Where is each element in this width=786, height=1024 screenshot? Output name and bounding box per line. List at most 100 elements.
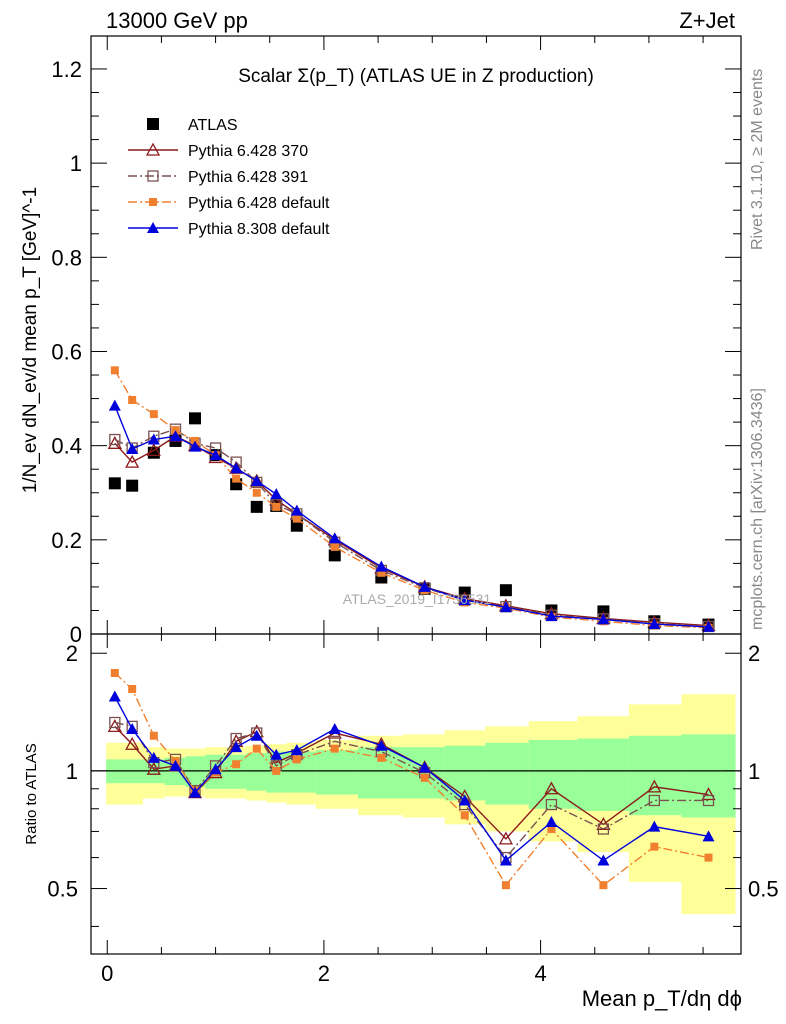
green-band-bin [528,739,578,809]
ratio-point-pythia-6-428-default [128,685,137,694]
ratio-point-pythia-6-428-391 [545,798,558,811]
ratio-point-pythia-6-428-370 [125,736,140,750]
data-point-pythia-6-428-default [128,395,137,404]
legend-label-pythia-8-308-default: Pythia 8.308 default [188,221,330,238]
green-band-bin [485,742,529,805]
ratio-point-pythia-6-428-default [599,881,608,890]
y-tick-label: 0 [70,622,82,647]
ratio-point-pythia-6-428-370 [647,779,662,793]
ratio-point-pythia-8-308-default [230,741,243,753]
data-point-pythia-8-308-default [597,613,610,625]
data-point-atlas [126,479,139,492]
ratio-y-label: Ratio to ATLAS [23,743,40,844]
ratio-point-pythia-8-308-default [458,794,471,806]
legend-label-pythia-6-428-default: Pythia 6.428 default [188,195,330,212]
ratio-frame [90,633,742,955]
ratio-point-pythia-8-308-default [126,722,139,734]
ratio-point-pythia-8-308-default [250,729,263,741]
ratio-tick-label-right: 2 [748,641,760,666]
data-point-pythia-8-308-default [328,532,341,544]
ratio-tick-label-right: 0.5 [748,877,779,902]
legend-label-pythia-6-428-370: Pythia 6.428 370 [188,143,308,160]
data-point-pythia-8-308-default [545,610,558,622]
data-point-pythia-8-308-default [147,433,160,445]
data-point-atlas [290,519,303,532]
data-point-pythia-6-428-default [171,426,180,435]
green-band-bin [628,735,682,816]
y-tick-label: 1 [70,151,82,176]
ratio-point-pythia-6-428-default [330,744,339,753]
ratio-point-pythia-8-308-default [545,815,558,827]
x-axis-label: Mean p_T/dη dϕ [582,986,742,1011]
watermark: ATLAS_2019_I1736531 [343,591,492,607]
data-point-pythia-6-428-default [252,488,261,497]
ratio-point-pythia-6-428-default [110,669,119,678]
ratio-point-pythia-8-308-default [597,854,610,866]
data-point-atlas [189,412,201,425]
data-point-pythia-6-428-370 [125,454,140,468]
data-point-pythia-6-428-default [330,542,339,551]
ratio-tick-label-right: 1 [748,759,760,784]
ratio-point-pythia-6-428-default [420,773,429,782]
ratio-point-pythia-6-428-370 [544,781,559,795]
legend-marker-pythia-6-428-default [149,198,157,206]
y-tick-label: 0.8 [51,245,82,270]
ratio-panel: 0 2 4 0.5 0.5 1 1 2 2 Ratio to ATLAS [23,633,779,986]
legend-marker-pythia-8-308-default [147,222,159,233]
ratio-point-pythia-6-428-default [252,744,261,753]
ratio-point-pythia-6-428-370 [498,831,514,845]
ratio-point-pythia-6-428-370 [701,787,716,801]
data-point-pythia-8-308-default [499,601,512,613]
ratio-point-pythia-8-308-default [108,690,121,702]
data-point-pythia-8-308-default [209,449,222,461]
ratio-point-pythia-6-428-370 [146,761,161,775]
side-text: Rivet 3.1.10, ≥ 2M events mcplots.cern.c… [749,69,766,630]
main-marks [107,366,716,633]
y-tick-label: 0.6 [51,339,82,364]
ratio-bands [106,694,736,915]
data-point-pythia-8-308-default [250,474,263,486]
ratio-point-pythia-8-308-default [270,748,283,760]
ratio-point-pythia-6-428-391 [702,794,715,807]
ratio-point-pythia-6-428-391 [597,823,610,835]
ratio-point-pythia-6-428-default [704,853,713,862]
ratio-point-pythia-8-308-default [189,786,201,798]
data-point-pythia-8-308-default [702,620,715,632]
green-band-bin [315,750,359,795]
ratio-point-pythia-8-308-default [375,739,388,751]
ratio-point-pythia-6-428-370 [107,718,122,733]
ratio-point-pythia-6-428-391 [648,794,660,807]
ratio-marks [91,669,741,890]
ratio-point-pythia-8-308-default [169,759,182,771]
data-point-pythia-8-308-default [418,580,431,592]
ratio-point-pythia-8-308-default [290,744,303,756]
green-band-bin [577,738,629,811]
ratio-point-pythia-8-308-default [648,820,661,832]
process-label: Z+Jet [679,8,735,33]
data-point-pythia-6-428-default [110,366,119,375]
energy-label: 13000 GeV pp [106,8,248,33]
ratio-point-pythia-8-308-default [209,763,222,775]
data-point-atlas [108,477,121,490]
ratio-point-pythia-6-428-default [149,731,158,740]
green-band-bin [246,753,267,791]
ratio-axes: 0 2 4 0.5 0.5 1 1 2 2 [47,634,779,986]
y-tick-label: 0.4 [51,434,82,459]
data-point-pythia-6-428-default [377,568,386,577]
green-band-bin [185,756,206,787]
x-tick-label: 0 [101,961,113,986]
ratio-point-pythia-6-428-default [292,755,301,764]
ratio-point-pythia-6-428-391 [109,716,121,729]
chart-title: Scalar Σ(p_T) (ATLAS UE in Z production) [238,66,594,87]
legend-label-atlas: ATLAS [188,117,238,134]
ratio-point-pythia-8-308-default [702,830,715,842]
ratio-point-pythia-6-428-default [272,766,281,775]
data-point-pythia-8-308-default [189,440,201,452]
ratio-tick-label: 1 [66,759,78,784]
data-point-atlas [250,500,263,513]
ratio-point-pythia-6-428-default [232,760,241,769]
data-point-pythia-6-428-default [292,514,301,523]
y-tick-label: 0.2 [51,528,82,553]
green-band-bin [225,754,247,789]
